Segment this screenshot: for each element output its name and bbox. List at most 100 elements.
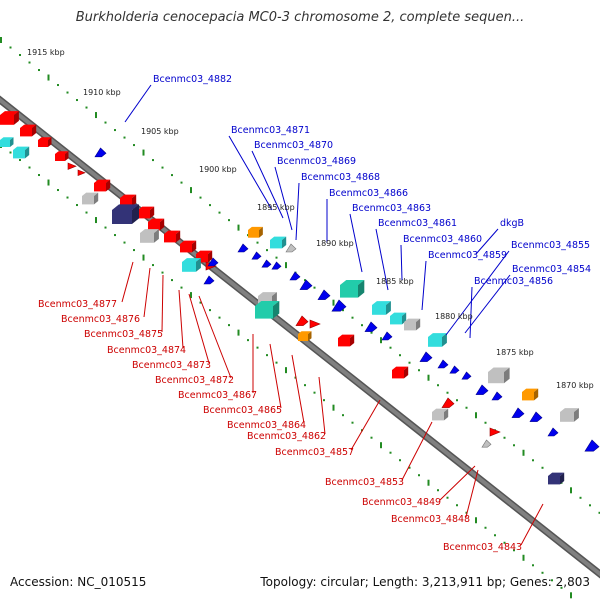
gene-feature[interactable] <box>432 408 449 421</box>
gene-feature[interactable] <box>404 318 421 331</box>
gene-arrow[interactable] <box>237 243 249 253</box>
gene-feature[interactable] <box>390 312 407 325</box>
lower-leader-line <box>178 289 184 349</box>
gene-feature[interactable] <box>255 300 280 319</box>
gene-feature[interactable] <box>248 226 263 238</box>
gene-arrow[interactable] <box>285 243 297 253</box>
gene-arrow[interactable] <box>364 321 378 332</box>
gene-arrow[interactable] <box>481 439 492 448</box>
gene-arrow[interactable] <box>441 397 455 408</box>
gene-feature[interactable] <box>20 124 37 137</box>
gene-feature[interactable] <box>548 472 565 485</box>
gene-label-upper[interactable]: Bcenmc03_4860 <box>403 234 482 245</box>
gene-feature[interactable] <box>38 137 52 147</box>
gene-label-upper[interactable]: Bcenmc03_4856 <box>474 276 553 287</box>
gene-arrow[interactable] <box>449 365 460 374</box>
gene-label-lower[interactable]: Bcenmc03_4874 <box>107 345 186 356</box>
gene-feature[interactable] <box>560 408 579 422</box>
gene-arrow[interactable] <box>529 411 543 422</box>
gene-label-upper[interactable]: Bcenmc03_4871 <box>231 125 310 136</box>
gene-label-lower[interactable]: Bcenmc03_4876 <box>61 314 140 325</box>
gene-feature[interactable] <box>112 204 139 224</box>
gene-arrow[interactable] <box>584 439 600 452</box>
gene-label-lower[interactable]: Bcenmc03_4843 <box>443 542 522 553</box>
gene-feature[interactable] <box>488 367 510 384</box>
gene-label-upper[interactable]: Bcenmc03_4866 <box>329 188 408 199</box>
gene-arrow[interactable] <box>511 407 525 418</box>
gene-feature[interactable] <box>140 229 159 243</box>
ruler-tick <box>351 316 354 319</box>
gene-feature[interactable] <box>55 151 69 161</box>
gene-feature[interactable] <box>338 334 355 347</box>
gene-label-lower[interactable]: Bcenmc03_4857 <box>275 447 354 458</box>
gene-label-upper[interactable]: Bcenmc03_4863 <box>352 203 431 214</box>
gene-feature[interactable] <box>0 111 19 125</box>
gene-feature[interactable] <box>82 192 99 205</box>
gene-feature[interactable] <box>148 218 165 231</box>
ruler-tick <box>95 112 97 119</box>
gene-feature[interactable] <box>298 331 312 341</box>
gene-feature[interactable] <box>392 366 409 379</box>
gene-arrow[interactable] <box>251 251 262 260</box>
gene-label-upper[interactable]: Bcenmc03_4882 <box>153 74 232 85</box>
gene-label-lower[interactable]: Bcenmc03_4865 <box>203 405 282 416</box>
gene-feature[interactable] <box>120 194 137 207</box>
gene-feature[interactable] <box>522 388 539 401</box>
gene-label-lower[interactable]: Bcenmc03_4849 <box>362 497 441 508</box>
gene-arrow[interactable] <box>261 259 272 268</box>
gene-label-lower[interactable]: Bcenmc03_4873 <box>132 360 211 371</box>
gene-label-upper[interactable]: Bcenmc03_4868 <box>301 172 380 183</box>
gene-label-lower[interactable]: Bcenmc03_4875 <box>84 329 163 340</box>
gene-feature[interactable] <box>0 137 14 147</box>
gene-feature[interactable] <box>270 236 287 249</box>
gene-label-lower[interactable]: Bcenmc03_4864 <box>227 420 306 431</box>
gene-feature[interactable] <box>372 301 391 315</box>
gene-arrow[interactable] <box>67 162 77 170</box>
gene-arrow[interactable] <box>461 371 472 380</box>
gene-label-lower[interactable]: Bcenmc03_4862 <box>247 431 326 442</box>
gene-feature[interactable] <box>164 230 181 243</box>
gene-label-upper[interactable]: Bcenmc03_4854 <box>512 264 591 275</box>
gene-arrow[interactable] <box>299 279 313 290</box>
gene-label-upper[interactable]: Bcenmc03_4870 <box>254 140 333 151</box>
gene-label-lower[interactable]: Bcenmc03_4853 <box>325 477 404 488</box>
gene-arrow[interactable] <box>295 315 309 326</box>
gene-arrow[interactable] <box>309 319 321 329</box>
gene-arrow[interactable] <box>547 427 559 437</box>
gene-label-lower[interactable]: Bcenmc03_4848 <box>391 514 470 525</box>
ruler-tick <box>484 421 487 424</box>
ruler-tick <box>104 121 107 124</box>
gene-label-upper[interactable]: Bcenmc03_4859 <box>428 250 507 261</box>
gene-arrow[interactable] <box>381 331 393 341</box>
gene-arrow[interactable] <box>203 275 215 285</box>
gene-arrow[interactable] <box>94 147 107 158</box>
gene-arrow[interactable] <box>489 427 501 437</box>
gene-feature[interactable] <box>94 179 111 192</box>
page-title: Burkholderia cenocepacia MC0-3 chromosom… <box>75 10 525 25</box>
gene-feature[interactable] <box>182 258 201 272</box>
gene-feature[interactable] <box>13 146 30 159</box>
gene-feature[interactable] <box>428 333 447 347</box>
gene-arrow[interactable] <box>289 271 301 281</box>
gene-label-upper[interactable]: dkgB <box>500 218 524 229</box>
gene-label-upper[interactable]: Bcenmc03_4869 <box>277 156 356 167</box>
gene-feature[interactable] <box>180 240 197 253</box>
gene-arrow[interactable] <box>475 384 489 395</box>
gene-arrow[interactable] <box>331 299 347 312</box>
gene-label-upper[interactable]: Bcenmc03_4855 <box>511 240 590 251</box>
ruler-tick <box>123 136 126 139</box>
gene-arrow[interactable] <box>207 257 219 267</box>
gene-label-upper[interactable]: Bcenmc03_4861 <box>378 218 457 229</box>
gene-arrow[interactable] <box>419 351 433 362</box>
gene-label-lower[interactable]: Bcenmc03_4877 <box>38 299 117 310</box>
gene-label-lower[interactable]: Bcenmc03_4867 <box>178 390 257 401</box>
gene-label-lower[interactable]: Bcenmc03_4872 <box>155 375 234 386</box>
gene-arrow[interactable] <box>491 391 503 401</box>
gene-feature[interactable] <box>138 206 155 219</box>
gene-feature[interactable] <box>196 250 213 263</box>
gene-arrow[interactable] <box>271 261 282 270</box>
gene-feature[interactable] <box>340 279 365 298</box>
gene-arrow[interactable] <box>317 289 331 300</box>
gene-arrow[interactable] <box>437 359 449 369</box>
gene-arrow[interactable] <box>77 169 86 177</box>
